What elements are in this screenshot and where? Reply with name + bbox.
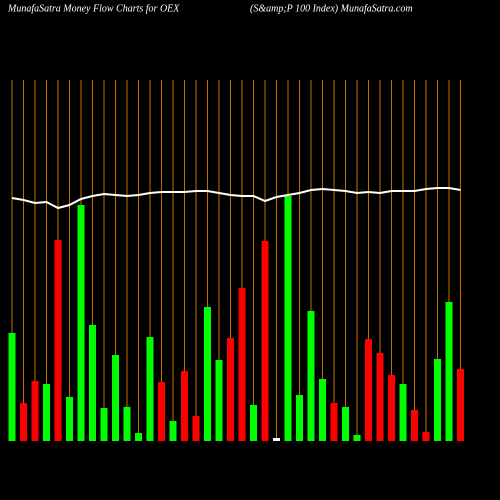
bar: [89, 325, 96, 441]
bar: [227, 338, 234, 441]
bar: [112, 355, 119, 441]
bar: [376, 353, 384, 441]
bar: [8, 333, 16, 441]
bar: [411, 410, 418, 441]
bar: [445, 302, 453, 441]
bar: [43, 384, 50, 441]
bar: [307, 311, 315, 441]
bar: [365, 339, 372, 441]
bar: [457, 369, 464, 441]
bar: [181, 371, 188, 441]
bar: [192, 416, 200, 441]
bar: [77, 205, 85, 441]
bar: [284, 196, 292, 441]
bar: [250, 405, 257, 441]
bar: [342, 407, 349, 441]
bar: [434, 359, 441, 441]
bar: [100, 408, 108, 441]
bar: [135, 433, 142, 441]
bar: [388, 375, 395, 441]
bar: [158, 382, 165, 441]
bar: [66, 397, 73, 441]
chart-title: MunafaSatra Money Flow Charts for OEX: [7, 3, 180, 14]
bar: [319, 379, 326, 441]
bar: [273, 438, 280, 441]
bar: [146, 337, 154, 441]
bar: [330, 403, 338, 441]
bar: [238, 288, 246, 441]
bar: [123, 407, 131, 441]
bar: [215, 360, 223, 441]
bar: [20, 403, 27, 441]
bar: [54, 240, 62, 441]
bar: [169, 421, 177, 441]
bar: [204, 307, 211, 441]
bar: [353, 435, 361, 441]
bar: [296, 395, 303, 441]
bar: [422, 432, 430, 441]
bar: [31, 381, 39, 441]
bar: [399, 384, 407, 441]
bar: [261, 241, 269, 441]
money-flow-line: [11, 187, 461, 210]
chart-subtitle: (S&amp;P 100 Index) MunafaSatra.com: [250, 3, 413, 14]
